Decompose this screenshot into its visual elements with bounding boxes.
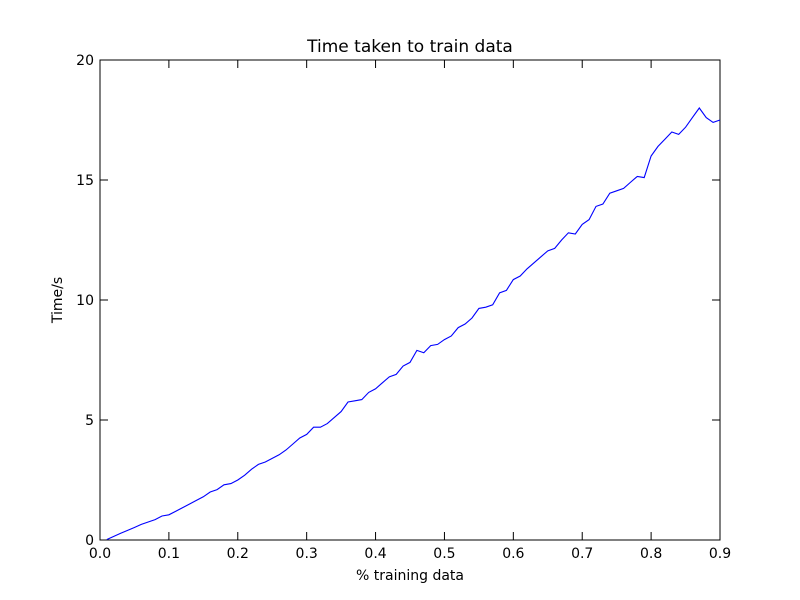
series-line <box>106 107 721 541</box>
x-tick-label: 0.3 <box>296 546 318 562</box>
y-tick-label: 0 <box>85 533 94 549</box>
x-tick-label: 0.0 <box>89 546 111 562</box>
x-tick-label: 0.2 <box>227 546 249 562</box>
x-tick-label: 0.6 <box>502 546 524 562</box>
y-axis: 0 5 10 15 20 <box>76 53 720 549</box>
y-tick-label: 5 <box>85 413 94 429</box>
x-axis-label: % training data <box>356 568 464 584</box>
x-tick-label: 0.8 <box>640 546 662 562</box>
x-tick-label: 0.5 <box>433 546 455 562</box>
x-tick-label: 0.7 <box>571 546 593 562</box>
plot-area: 0.0 0.1 0.2 0.3 0.4 0.5 0.6 0.7 0.8 0.9 0 5 10 15 20 <box>76 53 731 562</box>
chart-title: Time taken to train data <box>306 37 513 57</box>
plot-frame <box>99 59 721 541</box>
x-tick-label: 0.4 <box>364 546 386 562</box>
x-tick-label: 0.9 <box>709 546 731 562</box>
x-tick-label: 0.1 <box>158 546 180 562</box>
x-axis: 0.0 0.1 0.2 0.3 0.4 0.5 0.6 0.7 0.8 0.9 <box>89 60 731 562</box>
y-tick-label: 20 <box>76 53 94 69</box>
y-axis-label: Time/s <box>50 277 66 324</box>
y-tick-label: 10 <box>76 293 94 309</box>
y-tick-label: 15 <box>76 173 94 189</box>
